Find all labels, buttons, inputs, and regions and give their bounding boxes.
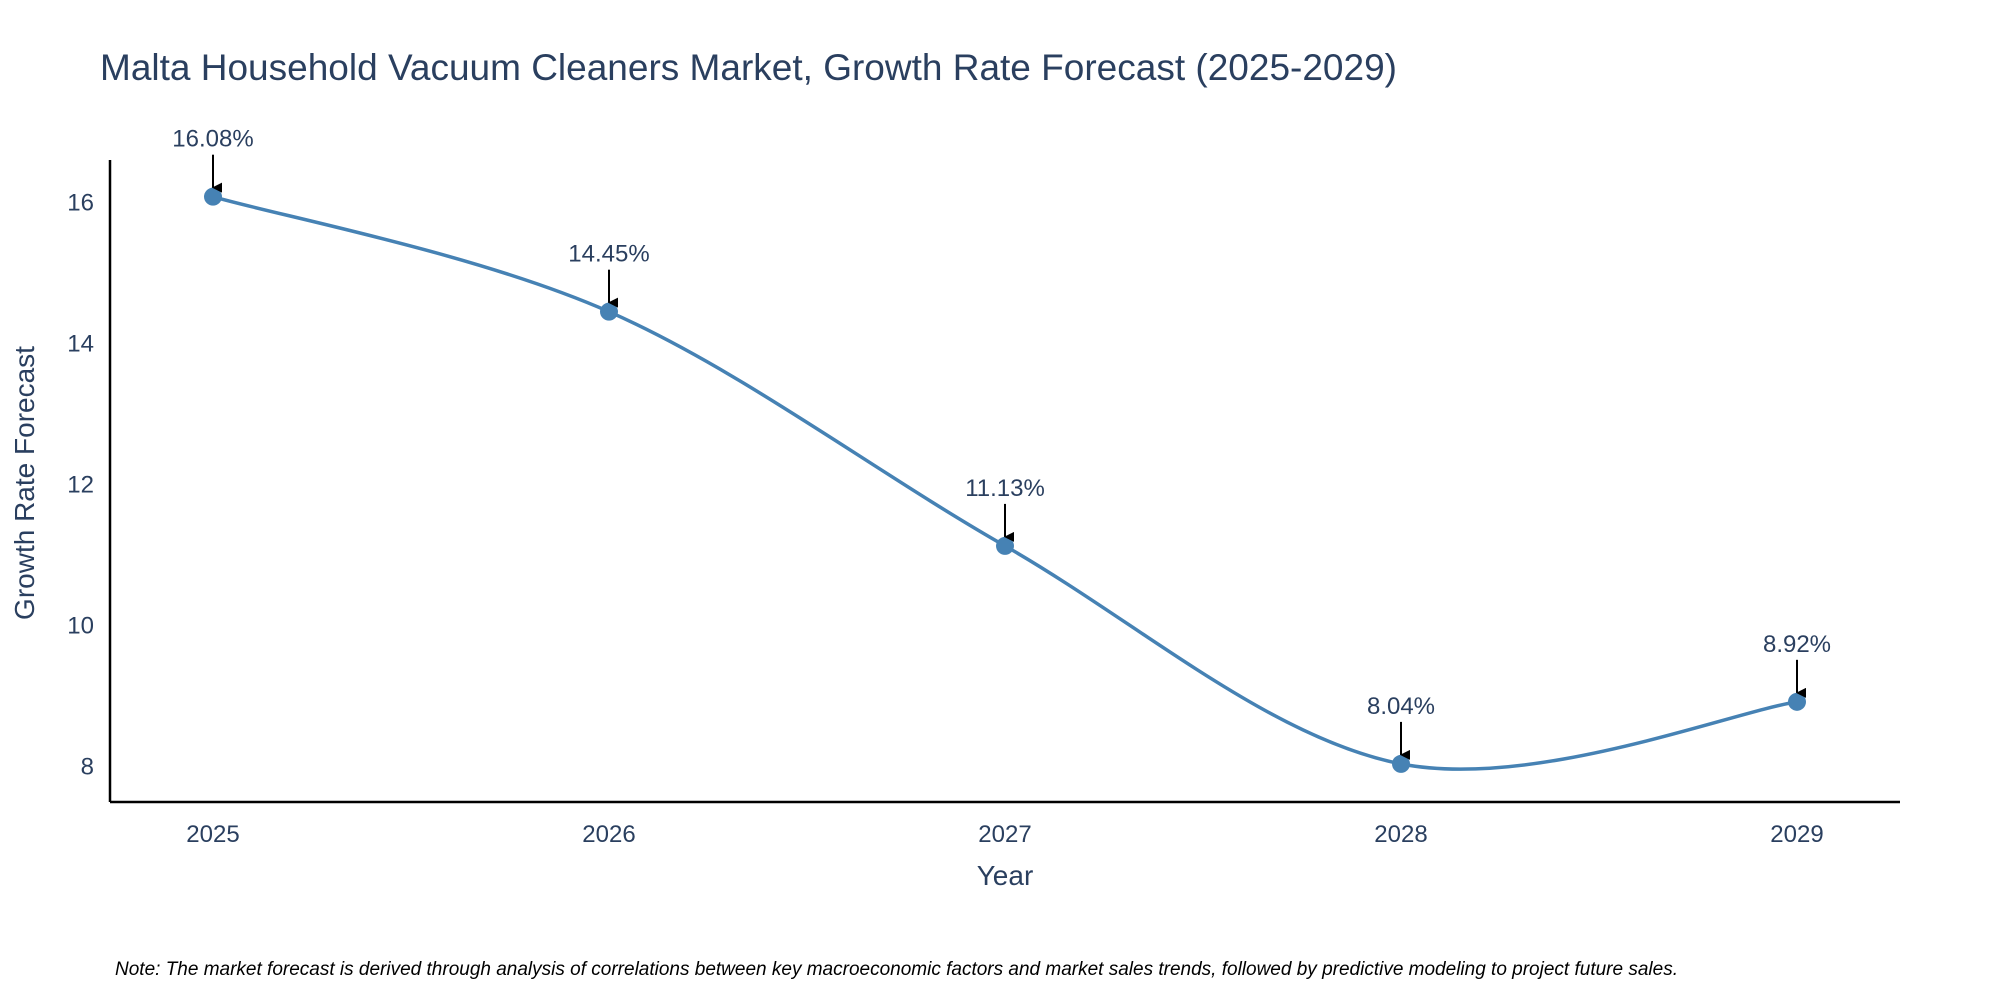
- y-tick-label: 8: [81, 754, 94, 781]
- y-tick-label: 14: [67, 330, 94, 357]
- x-tick-label: 2026: [582, 821, 635, 848]
- y-axis-title: Growth Rate Forecast: [9, 346, 40, 620]
- data-point: [600, 302, 618, 321]
- y-tick-label: 10: [67, 613, 94, 640]
- chart-title: Malta Household Vacuum Cleaners Market, …: [100, 47, 1397, 88]
- y-tick-label: 12: [67, 472, 94, 499]
- x-tick-label: 2028: [1374, 821, 1427, 848]
- x-tick-label: 2029: [1770, 821, 1823, 848]
- data-point: [204, 187, 222, 206]
- data-label: 16.08%: [172, 126, 253, 153]
- data-label: 8.04%: [1367, 693, 1435, 720]
- x-tick-label: 2025: [186, 821, 239, 848]
- footnote: Note: The market forecast is derived thr…: [115, 959, 1678, 980]
- data-label: 14.45%: [568, 241, 649, 268]
- y-tick-label: 16: [67, 189, 94, 216]
- data-point: [1788, 692, 1806, 711]
- axes: 8 10 12 14 16 2025 2026 2027 2028 2029: [67, 160, 1900, 848]
- plot-area: 16.08% 14.45% 11.13% 8.04% 8.92%: [172, 126, 1831, 773]
- x-tick-label: 2027: [978, 821, 1031, 848]
- x-axis-title: Year: [977, 860, 1034, 891]
- data-label: 11.13%: [965, 475, 1045, 502]
- data-label: 8.92%: [1763, 631, 1831, 658]
- data-point: [996, 536, 1014, 555]
- data-point: [1392, 754, 1410, 773]
